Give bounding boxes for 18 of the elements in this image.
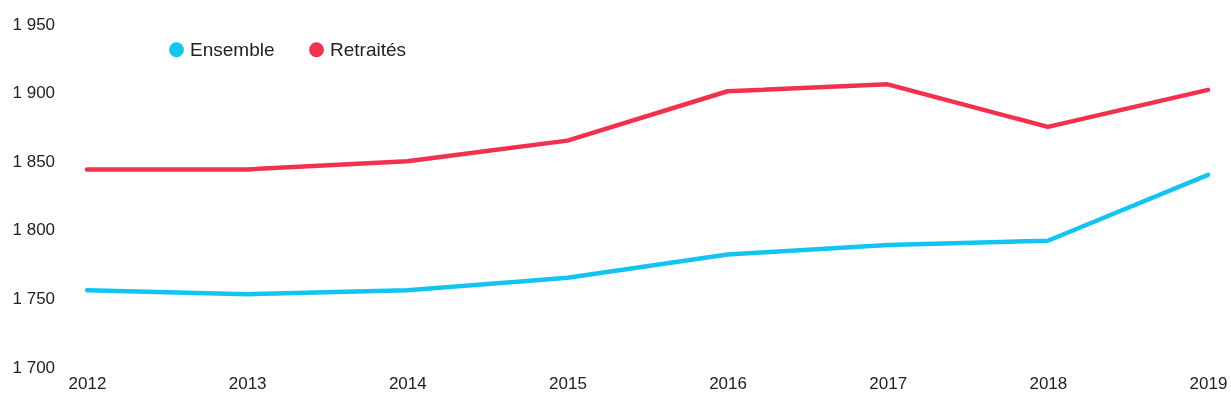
x-tick-label: 2014 [388, 373, 427, 393]
legend-label: Ensemble [190, 38, 275, 60]
x-tick-label: 2012 [68, 373, 107, 393]
x-tick-label: 2018 [1029, 373, 1068, 393]
y-tick-label: 1 750 [12, 288, 56, 308]
y-tick-label: 1 900 [12, 83, 56, 103]
x-tick-label: 2019 [1189, 373, 1228, 393]
y-tick-label: 1 850 [12, 151, 56, 171]
y-tick-label: 1 800 [12, 220, 56, 240]
x-tick-label: 2013 [228, 373, 267, 393]
y-tick-label: 1 950 [12, 14, 56, 34]
x-tick-label: 2015 [549, 373, 587, 393]
line-series [84, 82, 1211, 172]
line-series [84, 172, 1211, 297]
x-tick-label: 2016 [709, 373, 747, 393]
y-tick-label: 1 700 [12, 357, 56, 377]
x-tick-label: 2017 [869, 373, 908, 393]
legend-label: Retraités [330, 38, 407, 60]
